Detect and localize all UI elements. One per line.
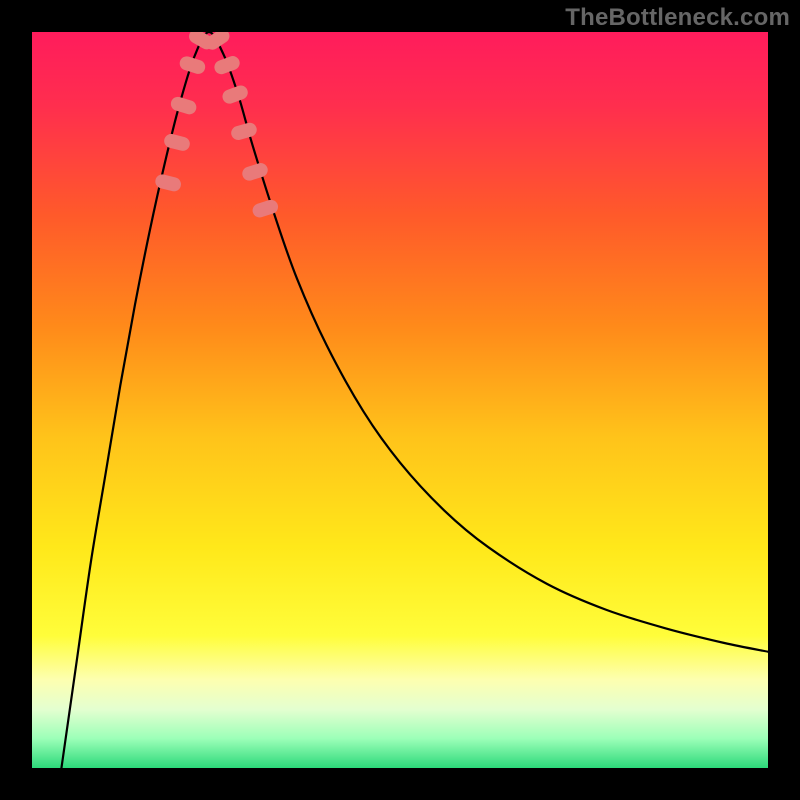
watermark-text: TheBottleneck.com	[565, 4, 790, 32]
gradient-background	[32, 32, 768, 768]
chart-frame: TheBottleneck.com	[0, 0, 800, 800]
chart-svg	[32, 32, 768, 768]
plot-area	[32, 32, 768, 768]
